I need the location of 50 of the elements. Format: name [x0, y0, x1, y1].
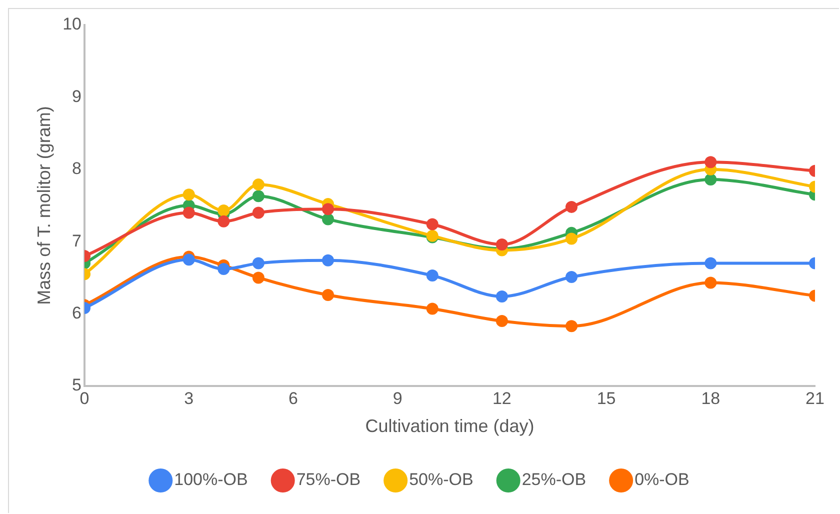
- point: [182, 188, 195, 201]
- x-axis-title: Cultivation time (day): [365, 416, 534, 436]
- point: [704, 257, 717, 270]
- legend-label: 0%-OB: [634, 470, 690, 490]
- legend-label: 25%-OB: [522, 470, 586, 490]
- point: [322, 289, 334, 302]
- y-tick-label: 9: [72, 86, 82, 106]
- point: [322, 203, 334, 216]
- point: [426, 302, 438, 315]
- point: [704, 174, 717, 186]
- point: [496, 290, 508, 302]
- legend-label: 75%-OB: [296, 470, 361, 490]
- x-tick-label: 18: [701, 388, 720, 408]
- point: [252, 206, 264, 219]
- point: [182, 206, 195, 219]
- y-tick-label: 5: [72, 376, 82, 395]
- y-tick-label: 8: [72, 159, 82, 178]
- point: [566, 200, 578, 213]
- legend-label: 100%-OB: [174, 470, 248, 490]
- point: [182, 254, 195, 266]
- point: [218, 204, 230, 217]
- x-tick-label: 12: [492, 388, 512, 408]
- point: [426, 218, 438, 230]
- y-axis-title: Mass of T. molitor (gram): [34, 106, 54, 305]
- point: [252, 178, 264, 191]
- point: [322, 213, 334, 226]
- point: [496, 238, 508, 250]
- y-tick-label: 10: [62, 14, 82, 34]
- point: [252, 272, 264, 284]
- point: [704, 156, 717, 168]
- y-tick-label: 6: [72, 303, 82, 322]
- x-tick-label: 6: [288, 388, 298, 408]
- point: [252, 257, 264, 270]
- point: [704, 276, 717, 289]
- point: [566, 270, 578, 283]
- point: [252, 190, 264, 202]
- point: [218, 263, 230, 276]
- point: [426, 270, 438, 282]
- point: [496, 315, 508, 328]
- x-tick-label: 3: [184, 388, 194, 408]
- x-tick-label: 21: [806, 388, 824, 408]
- point: [566, 232, 578, 245]
- point: [322, 254, 334, 266]
- legend-label: 50%-OB: [409, 470, 474, 490]
- point: [218, 215, 230, 228]
- y-tick-label: 7: [72, 231, 82, 250]
- x-tick-label: 9: [392, 388, 402, 408]
- point: [566, 320, 578, 332]
- x-tick-label: 0: [80, 388, 90, 408]
- x-tick-label: 15: [596, 388, 616, 408]
